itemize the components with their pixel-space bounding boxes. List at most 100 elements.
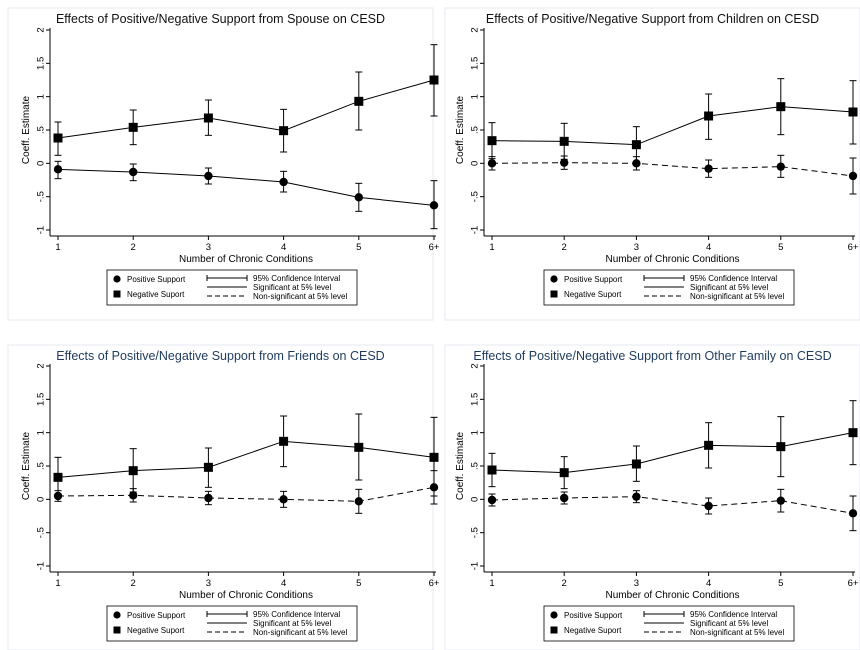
data-point-circle: [354, 193, 363, 202]
legend-label-significant: Significant at 5% level: [690, 283, 768, 292]
legend-square-marker: [113, 290, 121, 298]
series-line: [57, 486, 435, 502]
y-axis-title: Coeff. Estimate: [455, 431, 466, 500]
y-tick-label: 2: [36, 363, 47, 368]
series-line: [491, 432, 854, 474]
y-tick-label: -1: [36, 562, 47, 570]
data-point-circle: [204, 171, 213, 181]
data-point-circle: [279, 177, 288, 187]
legend-label-nonsignificant: Non-significant at 5% level: [690, 628, 784, 637]
data-point-square: [128, 122, 138, 132]
y-tick-label: .5: [36, 462, 47, 470]
legend-label-nonsignificant: Non-significant at 5% level: [690, 292, 784, 301]
data-point-square: [279, 436, 289, 446]
x-tick-label: 4: [706, 578, 711, 589]
y-tick-label: 1.5: [36, 393, 47, 406]
data-point-circle: [776, 162, 785, 171]
data-point-square: [704, 111, 714, 121]
x-tick-label: 4: [281, 578, 286, 589]
series-negative-support: [53, 413, 439, 498]
y-tick-label: -1: [36, 226, 47, 234]
x-axis-title: Number of Chronic Conditions: [179, 590, 313, 601]
data-point-square: [487, 136, 497, 146]
data-point-circle: [848, 509, 858, 518]
y-tick-label: 0: [36, 161, 47, 166]
x-axis-title: Number of Chronic Conditions: [179, 254, 313, 265]
legend-circle-marker: [113, 275, 121, 283]
y-tick-label: 1: [470, 94, 481, 99]
y-tick-label: -.5: [470, 527, 481, 538]
y-tick-label: 0: [470, 497, 481, 502]
y-tick-label: 1: [36, 94, 47, 99]
data-point-square: [279, 126, 289, 136]
legend-label-nonsignificant: Non-significant at 5% level: [253, 628, 347, 637]
x-tick-label: 6+: [848, 578, 859, 589]
data-point-circle: [487, 495, 497, 505]
chart-title: Effects of Positive/Negative Support fro…: [56, 12, 385, 26]
legend-label-positive: Positive Support: [564, 611, 623, 620]
data-point-circle: [354, 497, 363, 506]
data-point-circle: [632, 492, 641, 501]
legend-square-marker: [113, 626, 121, 634]
legend-label-negative: Negative Suport: [564, 626, 622, 635]
data-point-circle: [129, 167, 138, 177]
data-point-circle: [632, 159, 641, 168]
y-tick-label: 0: [470, 161, 481, 166]
data-point-circle: [204, 493, 213, 503]
data-point-square: [848, 428, 858, 438]
y-tick-label: 1: [36, 430, 47, 435]
x-tick-label: 3: [206, 578, 211, 589]
data-point-square: [53, 133, 63, 143]
x-tick-label: 6+: [848, 242, 859, 253]
data-point-circle: [53, 165, 63, 174]
series-positive-support: [487, 488, 858, 532]
y-tick-label: 1: [470, 430, 481, 435]
y-tick-label: 1.5: [470, 57, 481, 70]
y-tick-label: 2: [470, 27, 481, 32]
series-positive-support: [487, 154, 858, 195]
data-point-square: [631, 140, 641, 150]
legend-label-ci: 95% Confidence Interval: [690, 274, 777, 283]
legend-square-marker: [550, 290, 558, 298]
legend-label-negative: Negative Suport: [127, 290, 185, 299]
series-negative-support: [53, 44, 439, 156]
x-tick-label: 1: [489, 242, 494, 253]
x-tick-label: 5: [778, 578, 783, 589]
legend: Positive Support Negative Suport 95% Confi…: [106, 269, 358, 306]
x-axis-title: Number of Chronic Conditions: [606, 590, 740, 601]
data-point-square: [354, 442, 364, 452]
legend-label-significant: Significant at 5% level: [690, 619, 768, 628]
legend-label-negative: Negative Suport: [564, 290, 622, 299]
series-positive-support: [53, 160, 439, 230]
legend: Positive Support Negative Suport 95% Confi…: [543, 269, 795, 306]
legend: Positive Support Negative Suport 95% Confi…: [543, 605, 795, 642]
y-axis-title: Coeff. Estimate: [21, 95, 32, 164]
x-tick-label: 3: [206, 242, 211, 253]
series-line: [491, 162, 854, 177]
y-tick-label: .5: [36, 126, 47, 134]
legend-label-negative: Negative Suport: [127, 626, 185, 635]
legend-circle-marker: [550, 611, 558, 619]
panel-frame: [7, 7, 434, 321]
chart-panel-1: Effects of Positive/Negative Support fro…: [7, 7, 440, 321]
data-point-square: [429, 452, 439, 462]
series-line: [491, 496, 854, 514]
chart-panel-4: Effects of Positive/Negative Support fro…: [444, 344, 860, 650]
legend: Positive Support Negative Suport 95% Confi…: [106, 605, 358, 642]
data-point-circle: [129, 491, 138, 500]
data-point-circle: [776, 496, 785, 505]
legend-label-nonsignificant: Non-significant at 5% level: [253, 292, 347, 301]
data-point-square: [631, 459, 641, 469]
data-point-square: [128, 466, 138, 476]
panel-frame: [7, 344, 434, 650]
x-tick-label: 1: [55, 578, 60, 589]
y-tick-label: -1: [470, 562, 481, 570]
data-point-square: [203, 113, 213, 123]
x-tick-label: 6+: [429, 242, 440, 253]
legend-label-positive: Positive Support: [127, 275, 186, 284]
y-tick-label: 1.5: [36, 57, 47, 70]
panel-frame: [444, 7, 860, 321]
legend-square-marker: [550, 626, 558, 634]
data-point-square: [429, 75, 439, 85]
x-axis-title: Number of Chronic Conditions: [606, 254, 740, 265]
